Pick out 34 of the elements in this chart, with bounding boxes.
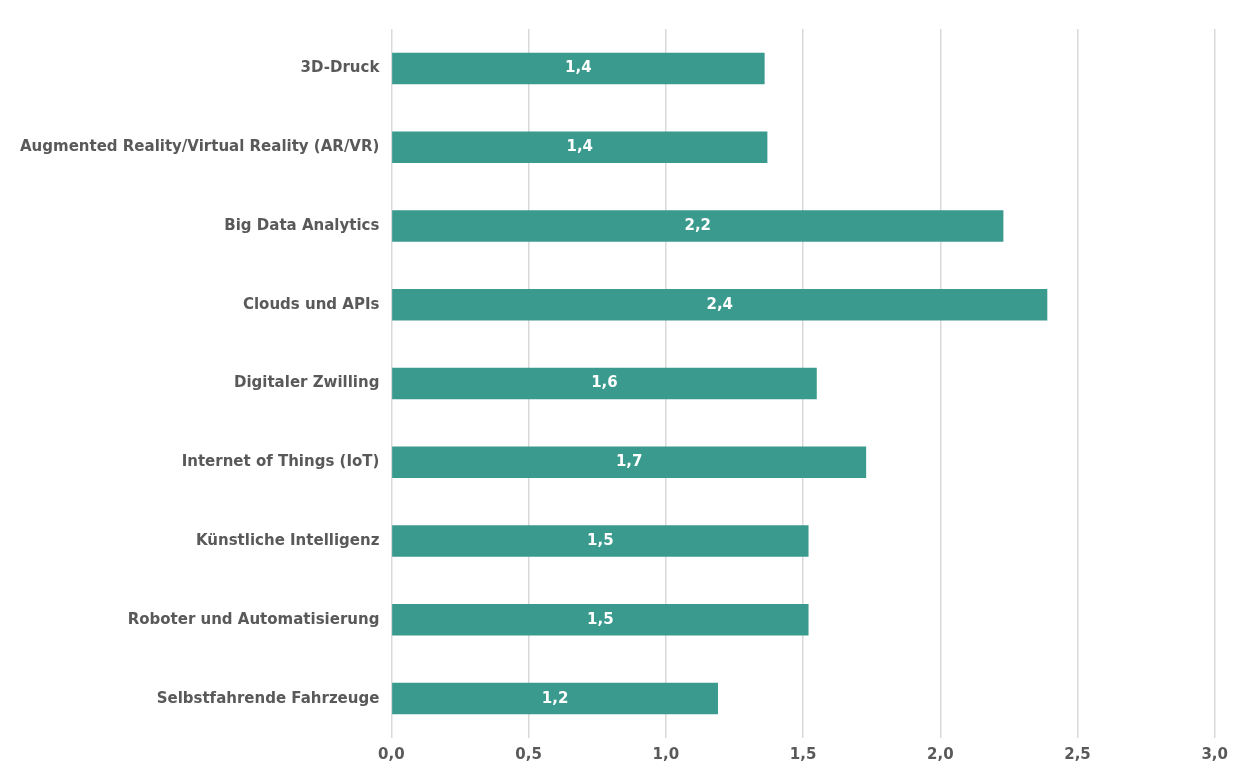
bar — [392, 131, 768, 163]
x-tick-label: 2,5 — [1064, 744, 1091, 763]
y-tick-label: Selbstfahrende Fahrzeuge — [156, 688, 380, 707]
x-tick-label: 3,0 — [1201, 744, 1228, 763]
y-tick-label: Big Data Analytics — [224, 215, 380, 234]
y-tick-label: Künstliche Intelligenz — [195, 530, 380, 549]
y-tick-label: Augmented Reality/Virtual Reality (AR/VR) — [19, 137, 380, 156]
x-tick-label: 2,0 — [926, 744, 954, 763]
x-tick-label: 1,5 — [789, 744, 817, 763]
data-label: 1,7 — [615, 452, 643, 471]
data-label: 1,4 — [566, 137, 594, 156]
y-tick-label: Internet of Things (IoT) — [181, 452, 380, 471]
data-label: 1,5 — [587, 609, 614, 628]
x-tick-label: 1,0 — [652, 744, 680, 763]
data-label: 2,4 — [706, 294, 734, 313]
bar — [392, 446, 867, 479]
bar — [392, 367, 817, 400]
bar — [392, 525, 809, 557]
data-label: 2,2 — [684, 215, 712, 234]
x-tick-label: 0,5 — [515, 744, 542, 763]
data-label: 1,6 — [591, 373, 618, 392]
data-label: 1,2 — [541, 688, 569, 707]
y-tick-label: Roboter und Automatisierung — [127, 609, 380, 628]
bar — [392, 52, 765, 85]
data-label: 1,4 — [565, 58, 592, 77]
bar — [392, 682, 718, 715]
x-tick-label: 0,0 — [378, 744, 405, 763]
bar — [392, 604, 809, 636]
data-label: 1,5 — [587, 530, 614, 549]
y-tick-label: Digitaler Zwilling — [233, 373, 380, 392]
bar — [392, 210, 1004, 242]
y-tick-label: Clouds und APIs — [242, 294, 380, 313]
bar — [392, 288, 1048, 321]
y-tick-label: 3D-Druck — [300, 58, 381, 77]
